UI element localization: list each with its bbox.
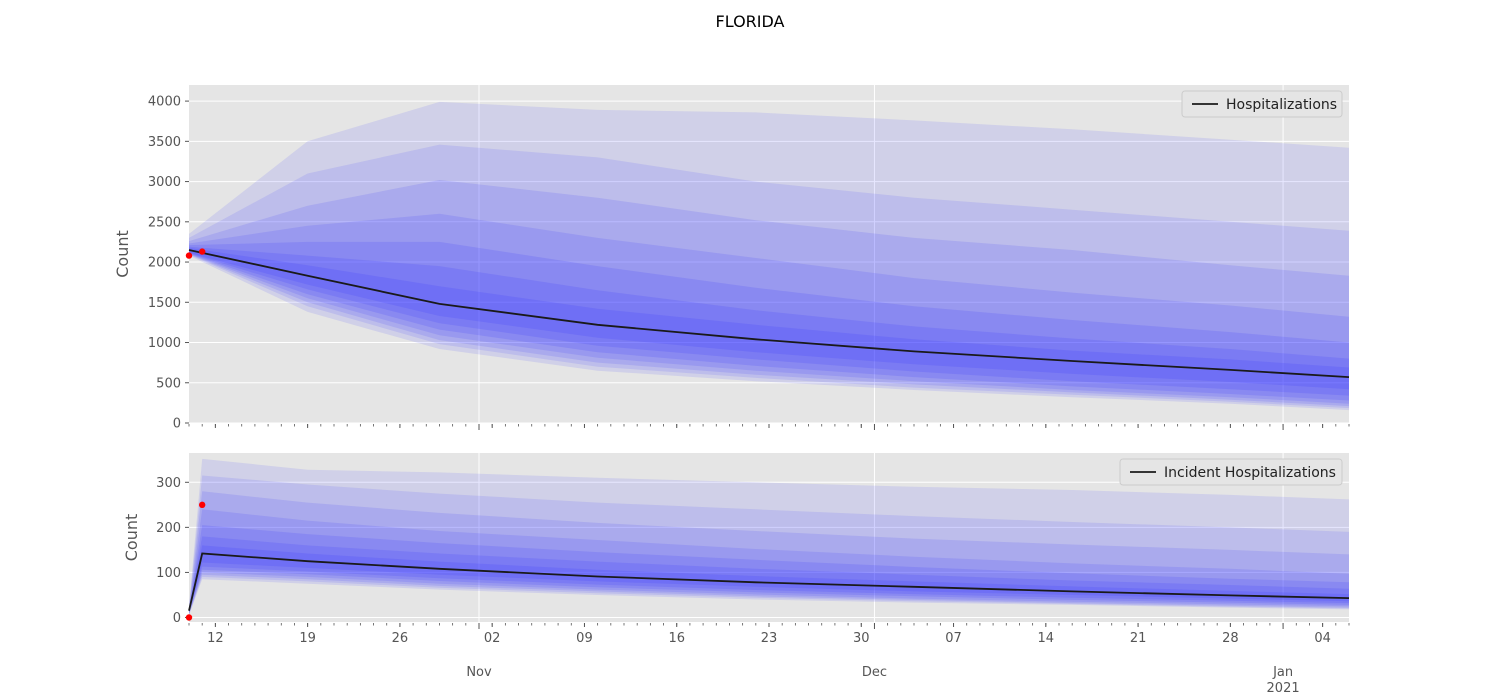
figure-title: FLORIDA — [715, 12, 785, 31]
incident-hospitalizations-panel: 0 100 200 300 Count Incident Hospitalizations — [122, 453, 1350, 629]
x-tick-label: 04 — [1314, 631, 1331, 646]
forecast-band — [189, 213, 1349, 404]
forecast-band — [189, 246, 1349, 396]
forecast-band — [189, 491, 1349, 615]
forecast-band — [189, 475, 1349, 615]
y-tick-label: 200 — [156, 521, 181, 536]
y-tick-label: 3000 — [148, 175, 181, 190]
x-tick-label: 02 — [484, 631, 501, 646]
observed-point — [185, 252, 193, 259]
x-tick-label: 12 — [207, 631, 224, 646]
forecast-band — [189, 458, 1349, 616]
x-tick-label: 26 — [392, 631, 409, 646]
x-month-label: Nov — [466, 665, 492, 680]
observed-point — [198, 248, 206, 255]
x-tick-label: 16 — [668, 631, 685, 646]
observed-point — [198, 501, 206, 509]
x-tick-label: 14 — [1038, 631, 1055, 646]
y-tick-label: 0 — [173, 417, 181, 432]
median-line — [188, 552, 1350, 611]
x-year-label: 2021 — [1267, 681, 1300, 696]
legend-label: Incident Hospitalizations — [1164, 465, 1336, 481]
median-line — [188, 249, 1350, 378]
y-axis-label: Count — [113, 230, 132, 278]
forecast-band — [189, 144, 1349, 409]
x-tick-label: 19 — [299, 631, 316, 646]
forecast-band — [189, 101, 1349, 411]
forecast-band — [189, 536, 1349, 613]
y-tick-label: 3500 — [148, 135, 181, 150]
x-tick-label: 07 — [945, 631, 962, 646]
y-tick-label: 1000 — [148, 336, 181, 351]
forecast-band — [189, 545, 1349, 613]
y-tick-label: 0 — [173, 611, 181, 626]
forecast-band — [189, 248, 1349, 390]
y-tick-label: 100 — [156, 566, 181, 581]
y-axis-label: Count — [122, 514, 141, 562]
y-tick-label: 1500 — [148, 296, 181, 311]
x-month-label: Dec — [862, 665, 887, 680]
y-tick-label: 4000 — [148, 95, 181, 110]
x-tick-label: 21 — [1130, 631, 1147, 646]
y-tick-label: 500 — [156, 376, 181, 391]
x-tick-label: 23 — [761, 631, 778, 646]
forecast-band — [189, 509, 1349, 614]
y-tick-label: 2000 — [148, 256, 181, 271]
observed-point — [185, 614, 193, 621]
legend-label: Hospitalizations — [1226, 97, 1337, 113]
x-tick-label: 28 — [1222, 631, 1239, 646]
forecast-band — [189, 180, 1349, 407]
y-tick-label: 300 — [156, 476, 181, 491]
legend-box — [1181, 90, 1343, 118]
x-tick-label: 30 — [853, 631, 870, 646]
x-month-label: Jan — [1272, 665, 1293, 680]
x-tick-label: 09 — [576, 631, 593, 646]
legend-box — [1119, 458, 1343, 486]
hospitalizations-panel: 0 500 1000 1500 2000 2500 3000 3500 4000 Count Hos… — [113, 85, 1350, 432]
y-tick-label: 2500 — [148, 215, 181, 230]
